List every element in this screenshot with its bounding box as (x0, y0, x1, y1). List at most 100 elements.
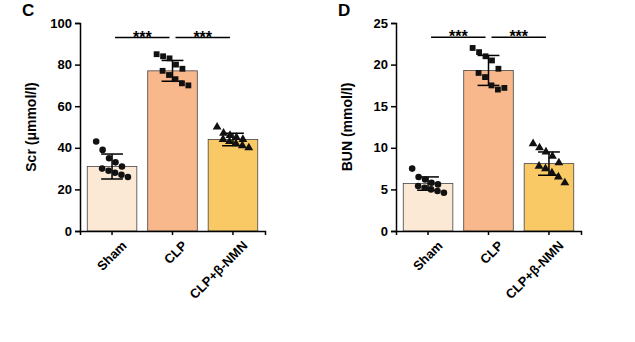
data-point (441, 189, 448, 196)
y-tick: 100 (50, 16, 80, 31)
error-cap (101, 178, 123, 180)
data-point (422, 176, 429, 183)
y-tick-label: 0 (381, 224, 388, 239)
y-tick: 60 (58, 99, 80, 114)
y-tick-mark (391, 106, 396, 108)
data-point (548, 168, 557, 176)
bar (403, 184, 453, 231)
significance-label: *** (509, 28, 528, 45)
data-point (125, 174, 132, 181)
x-tick-mark (232, 231, 234, 235)
y-tick-mark (391, 189, 396, 191)
y-tick-mark (75, 106, 80, 108)
y-tick-mark (75, 148, 80, 150)
y-tick: 5 (381, 182, 396, 197)
x-axis: ShamCLPCLP+β-NMN (81, 231, 266, 302)
y-tick: 20 (374, 57, 396, 72)
y-tick-label: 0 (65, 224, 72, 239)
y-tick-label: 100 (50, 16, 72, 31)
x-tick: CLP (161, 231, 190, 267)
error-stem (488, 55, 490, 85)
y-tick-mark (391, 148, 396, 150)
x-tick-mark (488, 231, 490, 235)
x-tick: Sham (410, 231, 446, 274)
y-tick-mark (75, 231, 80, 233)
significance-label: *** (449, 28, 468, 45)
marks (87, 51, 257, 231)
y-tick-mark (391, 231, 396, 233)
x-axis: Sham CLPCLP+β-NMN (397, 231, 582, 302)
data-point (560, 178, 569, 186)
data-point (219, 128, 228, 136)
data-point (535, 143, 544, 151)
y-tick: 40 (58, 140, 80, 155)
data-point (244, 143, 253, 151)
data-point (489, 82, 495, 88)
y-tick-label: 25 (374, 16, 388, 31)
panel: Scr (μmmol/l)020406080100ShamCLPCLP+β-NM… (23, 16, 266, 302)
x-tick-mark (111, 231, 113, 235)
data-point (415, 183, 422, 190)
significance-label: *** (193, 29, 212, 46)
x-axis-line (397, 232, 582, 236)
data-point (160, 68, 166, 74)
x-tick: CLP+β-NMN (503, 231, 567, 302)
y-axis-title: BUN (mmol/l) (339, 83, 355, 172)
data-point (554, 158, 563, 166)
x-tick-label: CLP (477, 238, 506, 267)
data-point (105, 167, 112, 174)
x-tick-label: Sham (94, 238, 130, 274)
bar (148, 71, 198, 231)
data-point (409, 165, 416, 172)
y-axis: 0 5 10 15 20 25 (374, 16, 397, 239)
y-tick-mark (75, 64, 80, 66)
data-point (118, 172, 125, 179)
data-point (548, 151, 557, 159)
data-point (495, 87, 501, 93)
data-point (476, 49, 482, 55)
data-point (185, 82, 191, 88)
y-tick-mark (391, 23, 396, 25)
error-cap (101, 153, 123, 155)
data-point (173, 62, 179, 68)
y-axis: 0 20 40 60 80 100 (50, 16, 80, 239)
data-point (470, 45, 476, 51)
x-tick-label: Sham (410, 238, 446, 274)
y-tick-label: 20 (58, 182, 72, 197)
y-tick: 15 (374, 99, 396, 114)
y-tick: 80 (58, 57, 80, 72)
data-point (415, 174, 422, 181)
y-axis-title: Scr (μmmol/l) (23, 82, 39, 171)
y-tick-label: 80 (58, 57, 72, 72)
data-point (160, 53, 166, 59)
y-tick-label: 10 (374, 140, 388, 155)
data-point (167, 55, 173, 61)
error-stem (548, 152, 550, 175)
data-point (428, 186, 435, 193)
data-point (541, 163, 550, 171)
bar (208, 139, 258, 231)
data-point (435, 181, 442, 188)
x-tick: Sham (94, 231, 130, 274)
figure: Scr (μmmol/l)020406080100ShamCLPCLP+β-NM… (0, 0, 635, 342)
y-tick-label: 15 (374, 99, 388, 114)
data-point (421, 184, 428, 191)
data-point (501, 85, 507, 91)
data-point (434, 188, 441, 195)
data-point (119, 163, 126, 170)
y-tick: 25 (374, 16, 396, 31)
y-tick-label: 40 (58, 140, 72, 155)
data-point (180, 66, 186, 72)
x-tick: CLP (477, 231, 506, 267)
data-point (428, 179, 435, 186)
data-point (112, 169, 119, 176)
data-point (173, 76, 179, 82)
data-point (93, 138, 100, 145)
data-point (225, 136, 234, 144)
x-tick-label: CLP (161, 238, 190, 267)
data-point (232, 139, 241, 147)
x-tick-mark (172, 231, 174, 235)
data-point (99, 165, 106, 172)
data-point (179, 80, 185, 86)
data-point (166, 72, 172, 78)
